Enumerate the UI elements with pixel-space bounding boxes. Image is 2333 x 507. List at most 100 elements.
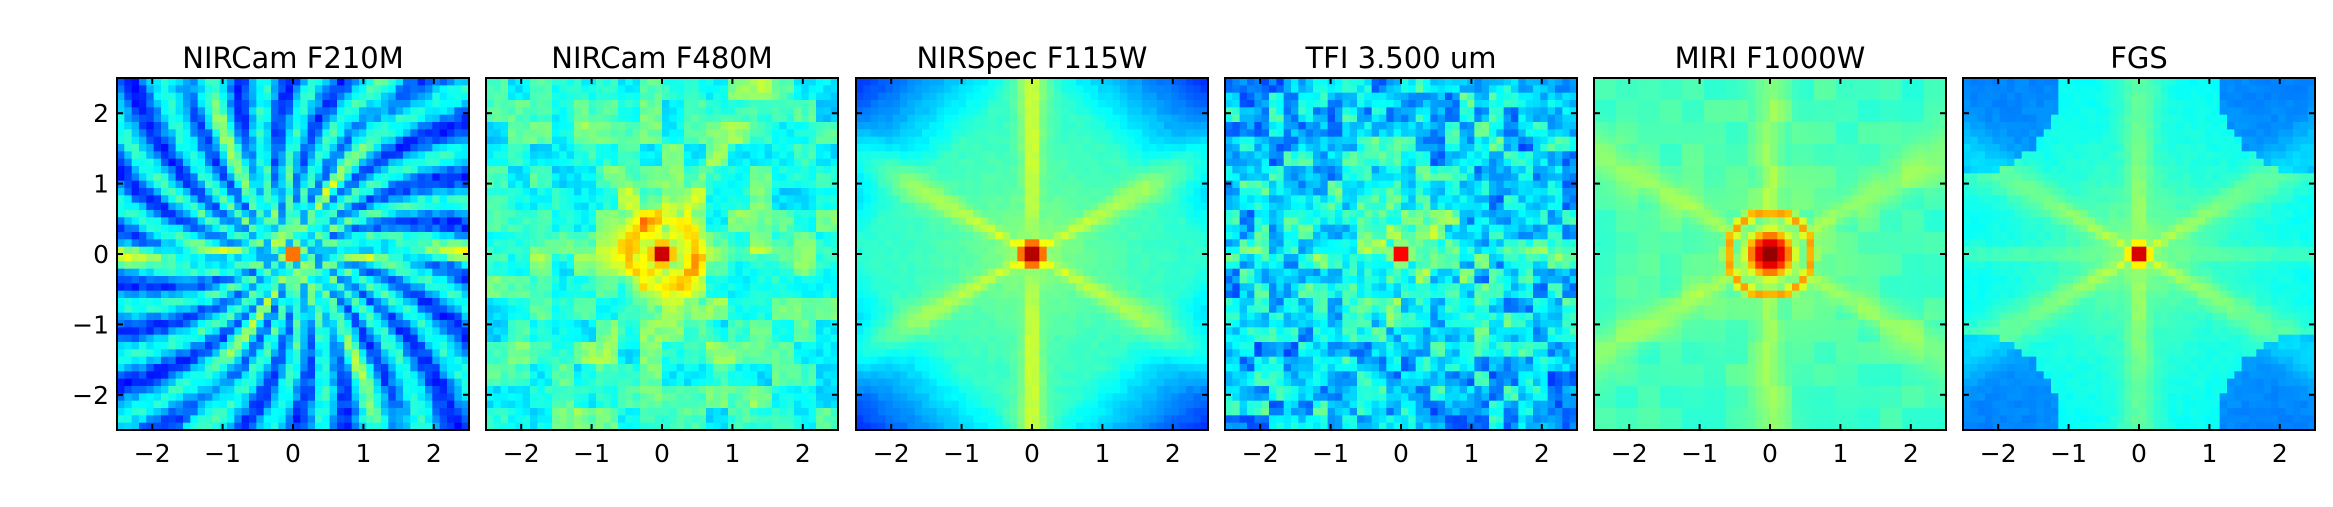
heatmap-cell — [307, 188, 316, 196]
heatmap-cell — [439, 422, 448, 431]
heatmap-cell — [300, 107, 309, 116]
heatmap-cell — [146, 378, 155, 387]
heatmap-cell — [892, 400, 901, 409]
heatmap-cell — [359, 158, 367, 167]
heatmap-cell — [447, 415, 455, 424]
heatmap-cell — [892, 210, 901, 218]
heatmap-cell — [117, 246, 125, 255]
heatmap-cell — [410, 92, 419, 101]
heatmap-cell — [486, 114, 494, 123]
heatmap-cell — [530, 210, 538, 218]
heatmap-cell — [175, 320, 184, 328]
heatmap-cell — [117, 290, 125, 299]
heatmap-cell — [508, 342, 516, 350]
heatmap-cell — [381, 210, 389, 218]
heatmap-cell — [500, 415, 509, 424]
heatmap-cell — [684, 239, 692, 248]
heatmap-cell — [271, 217, 279, 226]
heatmap-cell — [544, 107, 553, 116]
heatmap-cell — [432, 232, 441, 240]
heatmap-cell — [381, 239, 389, 248]
heatmap-cell — [454, 100, 463, 108]
heatmap-cell — [742, 217, 751, 226]
heatmap-cell — [603, 202, 612, 211]
heatmap-cell — [508, 246, 516, 255]
heatmap-cell — [878, 386, 886, 394]
heatmap-cell — [647, 268, 656, 277]
heatmap-cell — [640, 305, 648, 314]
heatmap-cell — [640, 210, 648, 218]
heatmap-cell — [764, 246, 773, 255]
heatmap-cell — [537, 312, 546, 321]
heatmap-cell — [227, 151, 235, 160]
heatmap-cell — [801, 195, 810, 204]
heatmap-cell — [900, 158, 908, 167]
heatmap-cell — [830, 246, 839, 255]
heatmap-cell — [344, 210, 353, 218]
heatmap-cell — [249, 415, 257, 424]
heatmap-cell — [794, 188, 802, 196]
heatmap-cell — [522, 408, 531, 416]
heatmap-cell — [596, 371, 604, 380]
heatmap-cell — [610, 276, 619, 284]
heatmap-cell — [566, 415, 575, 424]
heatmap-cell — [322, 378, 331, 387]
heatmap-cell — [124, 224, 133, 233]
heatmap-cell — [508, 378, 516, 387]
heatmap-cell — [161, 415, 169, 424]
heatmap-cell — [359, 144, 367, 152]
heatmap-cell — [373, 356, 382, 365]
heatmap-cell — [662, 217, 670, 226]
heatmap-cell — [816, 232, 824, 240]
heatmap-cell — [161, 136, 169, 145]
heatmap-cell — [863, 408, 872, 416]
heatmap-cell — [610, 408, 619, 416]
heatmap-cell — [522, 210, 531, 218]
heatmap-cell — [566, 246, 575, 255]
heatmap-cell — [728, 180, 736, 189]
heatmap-cell — [381, 298, 389, 306]
heatmap-cell — [344, 136, 353, 145]
heatmap-cell — [808, 85, 817, 94]
heatmap-cell — [735, 290, 744, 299]
heatmap-cell — [337, 246, 345, 255]
heatmap-cell — [447, 158, 455, 167]
heatmap-cell — [640, 393, 648, 402]
heatmap-cell — [691, 408, 700, 416]
heatmap-cell — [808, 254, 817, 262]
heatmap-cell — [610, 349, 619, 358]
heatmap-cell — [706, 312, 714, 321]
heatmap-cell — [256, 422, 265, 431]
heatmap-cell — [640, 232, 648, 240]
heatmap-cell — [870, 210, 879, 218]
heatmap-cell — [278, 246, 287, 255]
heatmap-cell — [515, 268, 524, 277]
heatmap-cell — [337, 364, 345, 372]
heatmap-cell — [892, 415, 901, 424]
heatmap-cell — [146, 158, 155, 167]
heatmap-cell — [403, 386, 411, 394]
heatmap-cell — [241, 342, 250, 350]
heatmap-cell — [271, 312, 279, 321]
heatmap-cell — [315, 342, 323, 350]
heatmap-cell — [388, 356, 397, 365]
heatmap-cell — [293, 188, 301, 196]
heatmap-cell — [647, 254, 656, 262]
heatmap-cell — [117, 180, 125, 189]
heatmap-cell — [728, 85, 736, 94]
heatmap-cell — [779, 268, 788, 277]
heatmap-cell — [300, 100, 309, 108]
heatmap-cell — [388, 268, 397, 277]
y-tick-label: −2 — [72, 381, 109, 410]
heatmap-cell — [417, 100, 426, 108]
heatmap-cell — [381, 290, 389, 299]
heatmap-cell — [161, 188, 169, 196]
heatmap-cell — [417, 408, 426, 416]
heatmap-cell — [285, 210, 294, 218]
heatmap-cell — [271, 400, 279, 409]
heatmap-cell — [676, 92, 685, 101]
heatmap-cell — [263, 364, 272, 372]
heatmap-cell — [493, 320, 502, 328]
